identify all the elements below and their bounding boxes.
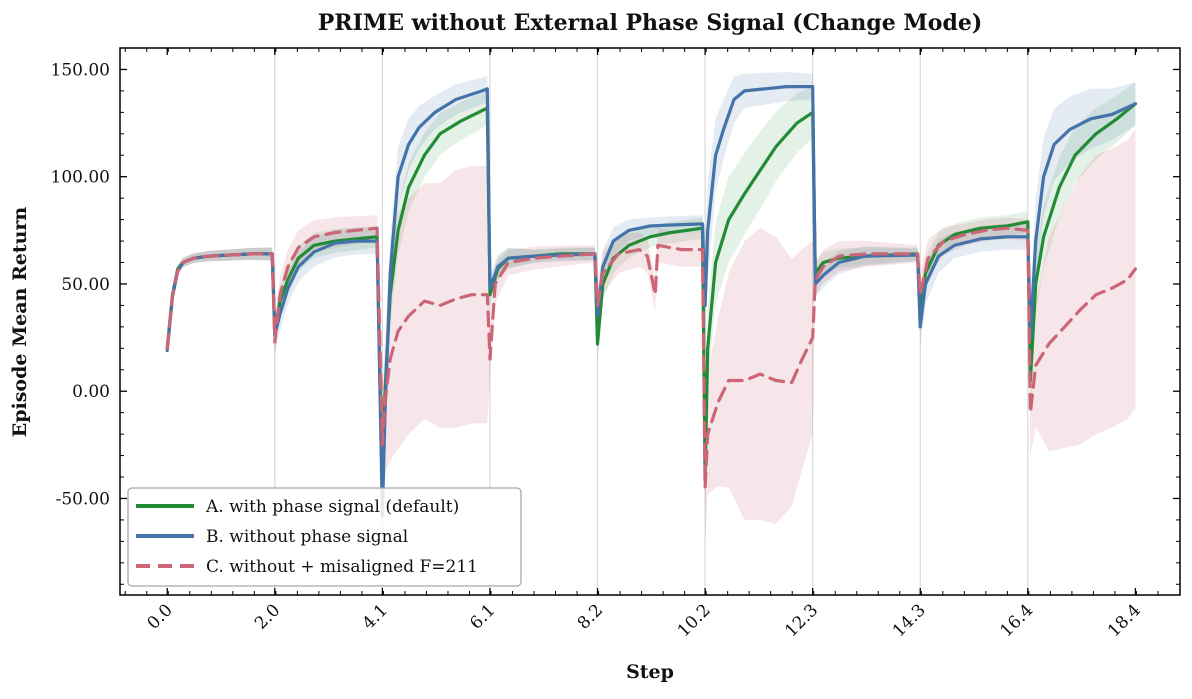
series-line-3 <box>165 226 1137 490</box>
series-band-1 <box>167 82 1136 531</box>
x-tick-label: 16.4 <box>996 600 1037 641</box>
x-tick-label: 6.1 <box>466 600 499 633</box>
x-tick-label: 2.0 <box>251 600 284 633</box>
y-axis-label: Episode Mean Return <box>9 207 31 438</box>
legend-label-2: B. without phase signal <box>206 527 408 547</box>
chart-title: PRIME without External Phase Signal (Cha… <box>318 10 983 36</box>
y-tick-label: 50.00 <box>61 275 110 295</box>
x-tick-label: 0.0 <box>143 600 176 633</box>
x-tick-label: 4.1 <box>359 600 392 633</box>
x-tick-label: 12.3 <box>781 600 822 641</box>
legend-label-3: C. without + misaligned F=211 <box>206 557 478 577</box>
axes-frame <box>119 47 1181 596</box>
series-band-2 <box>167 72 1136 555</box>
plot-area: -50.00 0.00 50.00 100.00 150.00 0.0 2.0 4.1 6.1 8… <box>51 47 1181 641</box>
y-tick-label: -50.00 <box>56 489 110 509</box>
series-band-3 <box>167 129 1136 542</box>
series-line-2 <box>165 85 1137 518</box>
x-tick-label: 18.4 <box>1104 600 1145 641</box>
series-group <box>165 72 1137 555</box>
y-tick-label: 150.00 <box>51 60 110 80</box>
series-line-1 <box>165 102 1137 501</box>
legend-label-1: A. with phase signal (default) <box>205 497 459 517</box>
x-tick-label: 8.2 <box>574 600 607 633</box>
legend: A. with phase signal (default) B. without… <box>127 487 522 587</box>
legend-box <box>127 487 522 587</box>
y-tick-label: 0.00 <box>72 382 110 402</box>
x-tick-label: 10.2 <box>674 600 715 641</box>
y-tick-label: 100.00 <box>51 168 110 188</box>
x-axis-label: Step <box>626 661 674 683</box>
x-tick-label: 14.3 <box>889 600 930 641</box>
